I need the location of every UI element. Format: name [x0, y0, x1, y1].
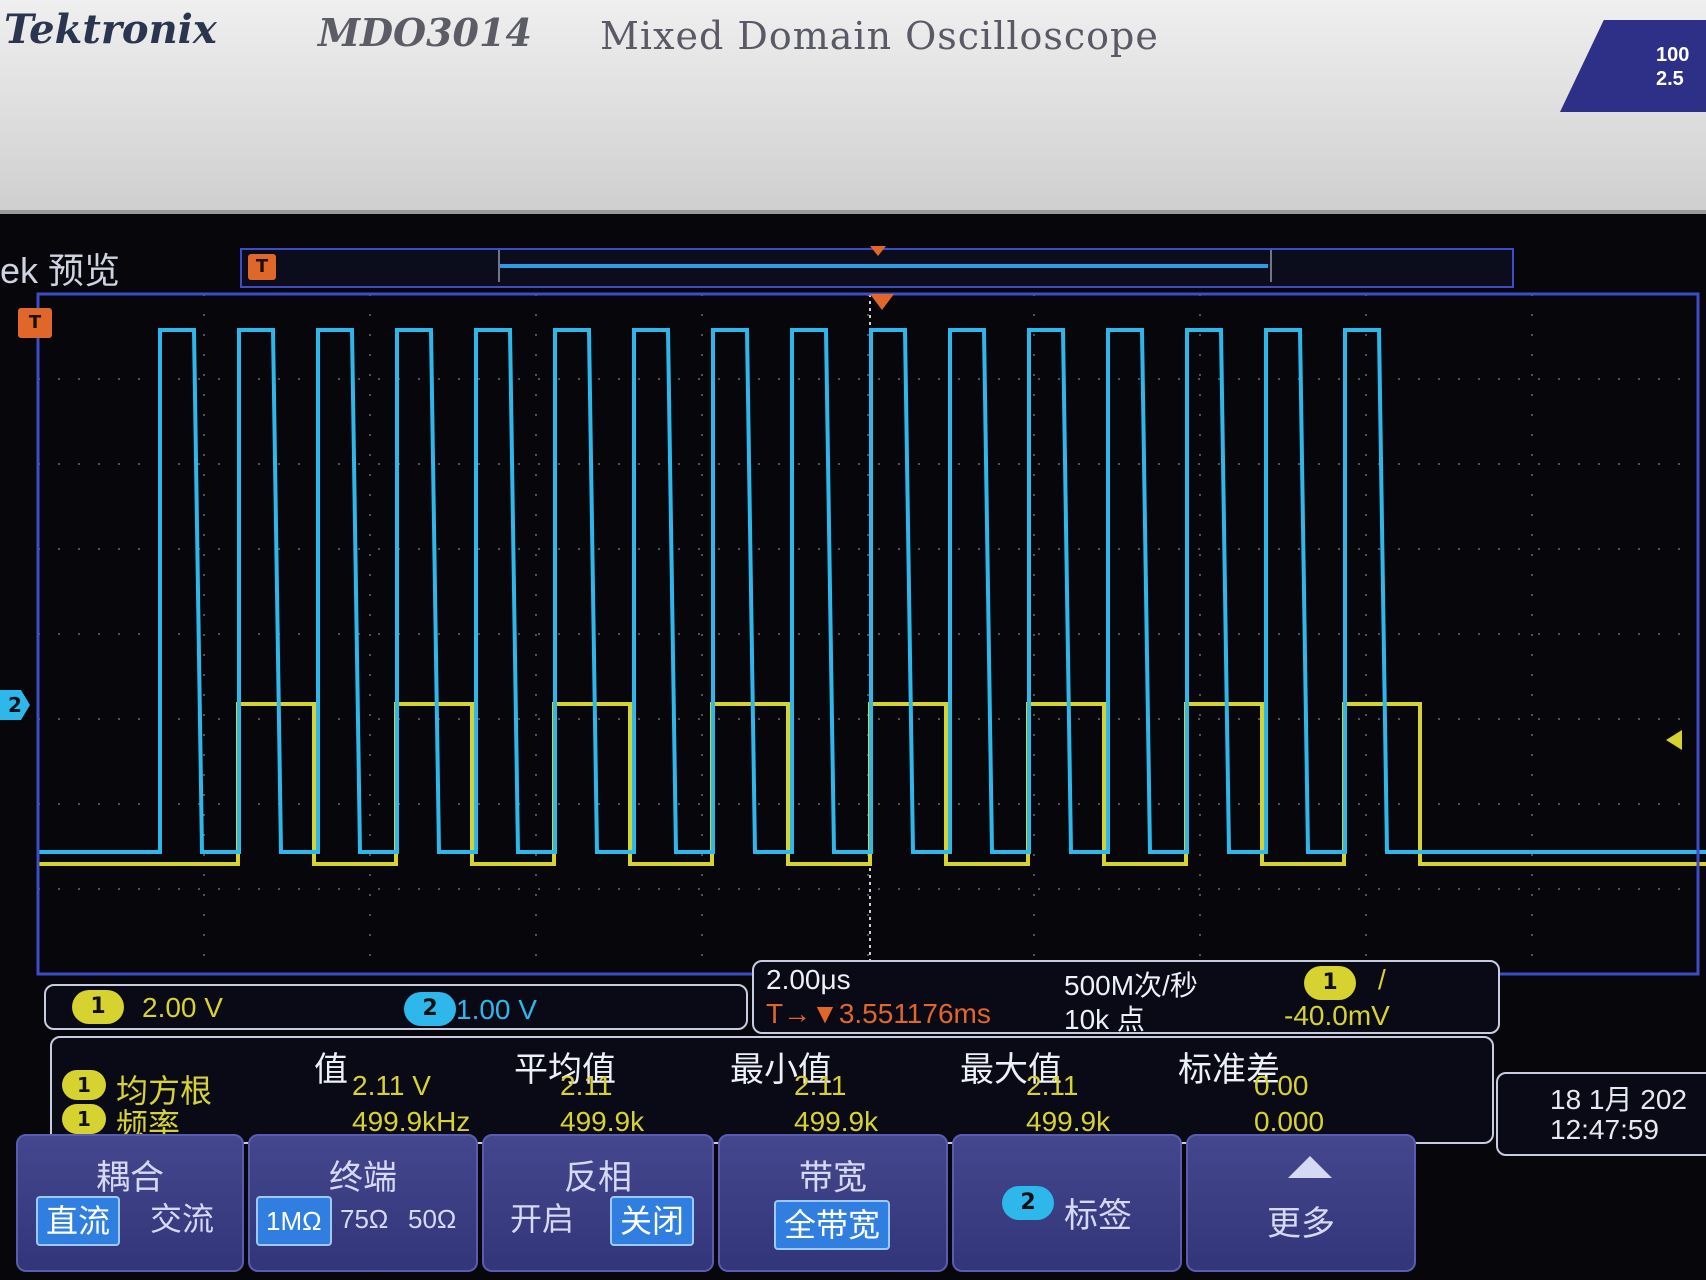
record-length: 10k 点	[1064, 1004, 1145, 1035]
channel-scale-panel: 1 2.00 V 2 1.00 V	[44, 984, 748, 1030]
meas-header-mean: 平均值	[514, 1050, 616, 1090]
model-description: Mixed Domain Oscilloscope	[600, 14, 1159, 58]
record-preview-bar[interactable]: T	[240, 246, 1514, 288]
coupling-dc-option[interactable]: 直流	[36, 1196, 121, 1246]
trigger-slope-icon: /	[1378, 964, 1386, 995]
meas-row-badge: 1	[62, 1070, 106, 1100]
invert-off-option[interactable]: 关闭	[610, 1196, 695, 1246]
model-name: MDO3014	[318, 10, 532, 55]
termination-50-option[interactable]: 50Ω	[408, 1204, 457, 1234]
preview-view-window[interactable]	[498, 250, 1272, 282]
instrument-bezel: Tektronix MDO3014 Mixed Domain Oscillosc…	[0, 0, 1706, 214]
up-arrow-icon	[1288, 1156, 1332, 1178]
ch1-badge[interactable]: 1	[72, 990, 124, 1024]
bandwidth-button[interactable]: 带宽 全带宽	[718, 1134, 948, 1272]
spec-sample-rate: 2.5	[1656, 68, 1684, 90]
preview-label: ek 预览	[0, 250, 121, 291]
trigger-level: -40.0mV	[1284, 1000, 1390, 1031]
grid-lines	[38, 294, 1698, 974]
datetime-panel: 18 1月 202 12:47:59	[1496, 1072, 1706, 1156]
label-title: 标签	[1064, 1196, 1132, 1236]
ch2-badge[interactable]: 2	[404, 992, 456, 1026]
timebase-panel: 2.00μs T→▼3.551176ms 500M次/秒 10k 点 1 / -…	[752, 960, 1500, 1035]
meas-cell: 2.11	[794, 1070, 847, 1101]
termination-75-option[interactable]: 75Ω	[340, 1204, 389, 1234]
ch2-waveform	[38, 328, 1706, 854]
more-button[interactable]: 更多	[1186, 1134, 1416, 1272]
trigger-offset: T→▼3.551176ms	[766, 998, 991, 1029]
meas-cell: 499.9k	[794, 1106, 879, 1137]
label-channel-badge: 2	[1002, 1186, 1054, 1220]
spec-bandwidth: 100	[1656, 44, 1690, 66]
brand-logo: Tektronix	[4, 6, 217, 53]
termination-1m-option[interactable]: 1MΩ	[256, 1196, 332, 1246]
termination-title: 终端	[329, 1158, 397, 1198]
meas-header-max: 最大值	[960, 1050, 1062, 1090]
termination-button[interactable]: 终端 1MΩ 75Ω 50Ω	[248, 1134, 478, 1272]
coupling-button[interactable]: 耦合 直流 交流	[16, 1134, 244, 1272]
coupling-ac-option[interactable]: 交流	[150, 1201, 215, 1237]
bandwidth-value: 全带宽	[774, 1200, 891, 1250]
meas-cell: 2.11	[560, 1070, 613, 1101]
meas-cell: 2.11 V	[352, 1070, 431, 1101]
invert-title: 反相	[564, 1158, 632, 1198]
coupling-title: 耦合	[96, 1158, 164, 1198]
preview-trigger-flag: T	[248, 254, 276, 280]
meas-cell: 499.9k	[560, 1106, 645, 1137]
meas-cell: 2.11	[1026, 1070, 1079, 1101]
meas-row-name[interactable]: 均方根	[116, 1072, 213, 1110]
ch1-scale: 2.00 V	[142, 992, 223, 1023]
meas-cell: 499.9k	[1026, 1106, 1111, 1137]
meas-cell: 499.9kHz	[352, 1106, 471, 1137]
ch2-scale: 1.00 V	[456, 994, 537, 1025]
meas-header-stddev: 标准差	[1178, 1050, 1280, 1090]
meas-cell: 0.00	[1254, 1070, 1309, 1101]
label-button[interactable]: 2 标签	[952, 1134, 1182, 1272]
more-title: 更多	[1267, 1204, 1335, 1244]
trigger-source-badge: 1	[1304, 966, 1356, 1000]
preview-trigger-marker	[870, 246, 886, 256]
meas-header-min: 最小值	[730, 1050, 832, 1090]
meas-cell: 0.000	[1254, 1106, 1325, 1137]
invert-on-option[interactable]: 开启	[510, 1201, 575, 1237]
horizontal-scale: 2.00μs	[766, 964, 851, 995]
time: 12:47:59	[1550, 1114, 1659, 1145]
meas-header-value: 值	[314, 1050, 348, 1090]
invert-button[interactable]: 反相 开启 关闭	[482, 1134, 714, 1272]
bottom-menu: 耦合 直流 交流 终端 1MΩ 75Ω 50Ω 反相 开启 关闭 带宽 全带宽 …	[16, 1134, 1486, 1274]
measurement-panel: 值 平均值 最小值 最大值 标准差 1 均方根 2.11 V 2.11 2.11…	[50, 1036, 1494, 1144]
preview-waveform	[500, 264, 1268, 268]
meas-row-badge: 1	[62, 1104, 106, 1134]
trigger-level-marker[interactable]	[1666, 730, 1682, 750]
trigger-position-marker[interactable]	[870, 294, 894, 310]
bandwidth-title: 带宽	[799, 1158, 867, 1198]
scope-screen: ek 预览 T T 2 1 2.00 V 2 1.00 V 2.00μs T→▼…	[0, 214, 1706, 1280]
date: 18 1月 202	[1550, 1084, 1687, 1115]
sample-rate: 500M次/秒	[1064, 970, 1198, 1001]
trigger-flag: T	[18, 308, 52, 338]
